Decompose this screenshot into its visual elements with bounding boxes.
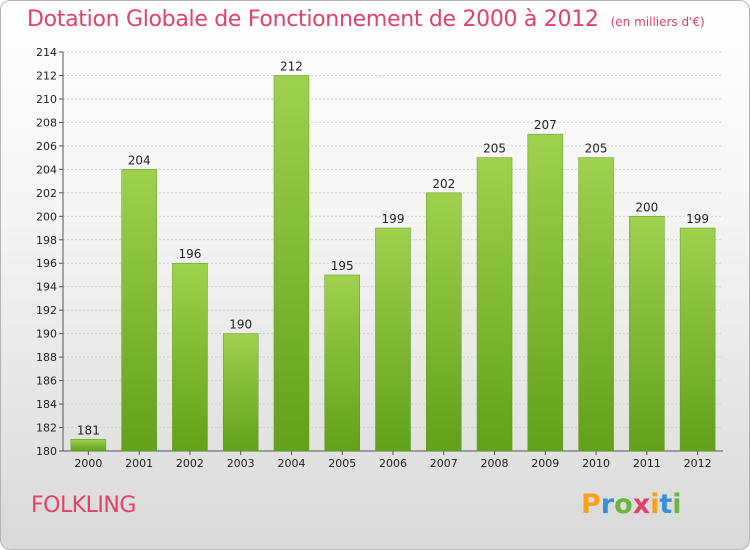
data-label: 195 bbox=[331, 259, 354, 273]
y-tick-label: 184 bbox=[36, 398, 57, 411]
y-tick-label: 194 bbox=[36, 281, 57, 294]
y-tick-label: 212 bbox=[36, 69, 57, 82]
x-tick-label: 2008 bbox=[481, 457, 509, 470]
chart-title: Dotation Globale de Fonctionnement de 20… bbox=[27, 7, 705, 32]
x-tick-label: 2001 bbox=[125, 457, 153, 470]
bar bbox=[476, 157, 513, 452]
y-tick-label: 214 bbox=[36, 46, 57, 59]
logo-letter: i bbox=[650, 489, 660, 520]
data-label: 190 bbox=[229, 318, 252, 332]
data-label: 207 bbox=[534, 118, 557, 132]
y-tick-label: 180 bbox=[36, 445, 57, 458]
x-tick-label: 2009 bbox=[531, 457, 559, 470]
bar bbox=[578, 157, 614, 452]
x-tick-label: 2010 bbox=[582, 457, 610, 470]
y-tick-label: 210 bbox=[36, 93, 57, 106]
x-tick-label: 2002 bbox=[176, 457, 204, 470]
bar bbox=[426, 192, 462, 452]
x-tick-label: 2012 bbox=[684, 457, 712, 470]
y-tick-label: 186 bbox=[36, 375, 57, 388]
data-label: 199 bbox=[382, 212, 405, 226]
logo-letter: i bbox=[672, 489, 682, 520]
data-label: 212 bbox=[280, 59, 303, 73]
data-label: 181 bbox=[77, 423, 100, 437]
proxiti-logo: Proxiti bbox=[581, 489, 682, 520]
y-tick-label: 198 bbox=[36, 234, 57, 247]
y-tick-label: 206 bbox=[36, 140, 57, 153]
x-tick-label: 2000 bbox=[74, 457, 102, 470]
x-tick-label: 2004 bbox=[277, 457, 305, 470]
y-tick-label: 190 bbox=[36, 328, 57, 341]
bar bbox=[222, 333, 259, 452]
bar bbox=[121, 169, 157, 452]
logo-letter: r bbox=[600, 489, 615, 520]
logo-letter: x bbox=[632, 489, 651, 520]
data-label: 196 bbox=[178, 247, 201, 261]
x-tick-label: 2006 bbox=[379, 457, 407, 470]
data-label: 205 bbox=[585, 142, 608, 156]
logo-letter: t bbox=[659, 489, 673, 520]
bar bbox=[273, 75, 310, 452]
bar bbox=[375, 227, 411, 452]
bar bbox=[172, 262, 208, 452]
data-label: 205 bbox=[483, 142, 506, 156]
bar bbox=[70, 439, 107, 452]
data-label: 199 bbox=[686, 212, 709, 226]
y-tick-label: 202 bbox=[36, 187, 57, 200]
data-label: 200 bbox=[635, 200, 658, 214]
y-tick-label: 204 bbox=[36, 163, 57, 176]
logo-letter: P bbox=[581, 489, 601, 520]
x-tick-label: 2005 bbox=[328, 457, 356, 470]
y-tick-label: 192 bbox=[36, 304, 57, 317]
x-tick-label: 2007 bbox=[430, 457, 458, 470]
x-tick-label: 2003 bbox=[227, 457, 255, 470]
y-tick-label: 182 bbox=[36, 422, 57, 435]
bar bbox=[527, 133, 564, 452]
y-tick-label: 196 bbox=[36, 257, 57, 270]
y-tick-label: 200 bbox=[36, 210, 57, 223]
y-tick-label: 188 bbox=[36, 351, 57, 364]
logo-letter: o bbox=[614, 489, 633, 520]
data-label: 202 bbox=[432, 177, 455, 191]
location-name: FOLKLING bbox=[31, 493, 136, 518]
chart-unit-label: (en milliers d'€) bbox=[610, 15, 705, 29]
bar bbox=[324, 274, 360, 452]
bar bbox=[629, 216, 665, 452]
bar bbox=[679, 227, 716, 452]
data-label: 204 bbox=[128, 153, 151, 167]
chart-title-text: Dotation Globale de Fonctionnement de 20… bbox=[27, 7, 599, 32]
y-tick-label: 208 bbox=[36, 116, 57, 129]
x-tick-label: 2011 bbox=[633, 457, 661, 470]
